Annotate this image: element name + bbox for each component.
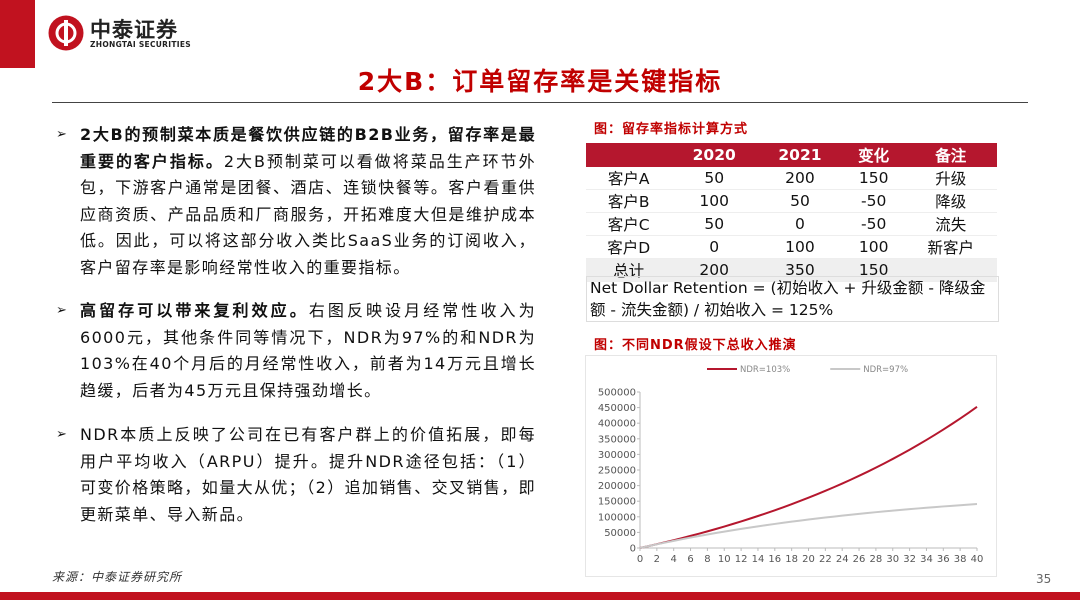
table-cell: 客户B bbox=[586, 189, 672, 213]
legend-label: NDR=103% bbox=[740, 365, 790, 375]
table-cell: 新客户 bbox=[904, 235, 997, 259]
chart-caption: 图：不同NDR假设下总收入推演 bbox=[594, 338, 797, 353]
y-tick-label: 100000 bbox=[598, 512, 636, 523]
x-tick-label: 14 bbox=[752, 554, 765, 565]
table-cell: 0 bbox=[757, 212, 843, 236]
bullet: ➢ 高留存可以带来复利效应。右图反映设月经常性收入为6000元，其他条件同等情况… bbox=[56, 301, 536, 400]
x-tick-label: 10 bbox=[718, 554, 731, 565]
header-row: 2020 2021 变化 备注 bbox=[586, 143, 997, 167]
header-cell bbox=[586, 143, 672, 167]
x-tick-label: 34 bbox=[920, 554, 933, 565]
y-tick-label: 0 bbox=[630, 544, 636, 555]
y-tick-label: 200000 bbox=[598, 481, 636, 492]
x-tick-label: 30 bbox=[886, 554, 899, 565]
source-note: 来源：中泰证券研究所 bbox=[52, 570, 183, 584]
y-tick-label: 500000 bbox=[598, 388, 636, 399]
table-cell: 50 bbox=[671, 167, 758, 190]
table-cell: 0 bbox=[671, 235, 758, 259]
table-cell: 50 bbox=[671, 212, 758, 236]
table-cell: 100 bbox=[671, 189, 758, 213]
y-tick-label: 50000 bbox=[604, 528, 636, 539]
bullet: ➢ NDR本质上反映了公司在已有客户群上的价值拓展，即每用户平均收入（ARPU）… bbox=[56, 425, 536, 524]
red-strip bbox=[0, 0, 35, 68]
table-row: 客户A 50 200 150 升级 bbox=[586, 167, 997, 190]
x-tick-label: 24 bbox=[836, 554, 849, 565]
y-tick-label: 300000 bbox=[598, 450, 636, 461]
chart: 0 50000 100000 150000 200000 250000 300000 3500… bbox=[585, 355, 997, 577]
header-cell: 2020 bbox=[671, 143, 758, 167]
x-tick-label: 36 bbox=[937, 554, 950, 565]
x-tick-label: 22 bbox=[819, 554, 832, 565]
x-tick-label: 4 bbox=[671, 554, 677, 565]
x-tick-label: 38 bbox=[954, 554, 967, 565]
logo-mark bbox=[48, 15, 84, 51]
table-cell: 100 bbox=[842, 235, 905, 259]
y-tick-label: 150000 bbox=[598, 497, 636, 508]
bullet-bold: 高留存可以带来复利效应。 bbox=[80, 301, 309, 320]
x-tick-label: 18 bbox=[785, 554, 798, 565]
table-cell: 200 bbox=[757, 167, 843, 190]
y-tick-label: 400000 bbox=[598, 419, 636, 430]
bullet-text: NDR本质上反映了公司在已有客户群上的价值拓展，即每用户平均收入（ARPU）提升… bbox=[80, 425, 536, 524]
table-cell: 升级 bbox=[904, 167, 997, 190]
total-row: 总计 200 350 150 bbox=[586, 258, 997, 282]
bullet-text: 2大B预制菜可以看做将菜品生产环节外包，下游客户通常是团餐、酒店、连锁快餐等。客… bbox=[80, 151, 537, 277]
table-row: 客户C 50 0 -50 流失 bbox=[586, 212, 997, 236]
table-row: 客户D 0 100 100 新客户 bbox=[586, 235, 997, 259]
bottom-bar bbox=[0, 592, 1080, 600]
table-cell: -50 bbox=[842, 189, 905, 213]
table-cell: 150 bbox=[842, 167, 905, 190]
table-cell: 客户C bbox=[586, 212, 672, 236]
formula: Net Dollar Retention = (初始收入 + 升级金额 - 降级… bbox=[586, 276, 999, 322]
header-cell: 2021 bbox=[757, 143, 843, 167]
header-cell: 变化 bbox=[842, 143, 905, 167]
logo-name: 中泰证券 bbox=[90, 18, 178, 42]
y-tick-label: 450000 bbox=[598, 403, 636, 414]
bullet: ➢ 2大B的预制菜本质是餐饮供应链的B2B业务，留存率是最重要的客户指标。2大B… bbox=[56, 125, 537, 277]
x-tick-label: 12 bbox=[735, 554, 748, 565]
table-cell: 客户D bbox=[586, 235, 672, 259]
x-tick-label: 8 bbox=[704, 554, 710, 565]
table-cell: 降级 bbox=[904, 189, 997, 213]
header-cell: 备注 bbox=[904, 143, 997, 167]
x-tick-label: 0 bbox=[637, 554, 643, 565]
table-cell: 客户A bbox=[586, 167, 672, 190]
x-tick-label: 26 bbox=[853, 554, 866, 565]
x-tick-label: 16 bbox=[768, 554, 781, 565]
table-body: 客户A 50 200 150 升级 客户B 100 50 -50 降级 客户C 50 0 -50 流失 客户D… bbox=[586, 167, 997, 282]
x-tick-label: 6 bbox=[687, 554, 693, 565]
table-row: 客户B 100 50 -50 降级 bbox=[586, 189, 997, 213]
bullet-bold: 2大B的预制菜本质是餐饮供应链的B2B业务，留存率是最重要的客户指标。 bbox=[80, 125, 536, 171]
page-number: 35 bbox=[1036, 572, 1052, 586]
y-tick-label: 350000 bbox=[598, 434, 636, 445]
title-rule bbox=[52, 102, 1028, 103]
x-tick-label: 20 bbox=[802, 554, 815, 565]
legend-label: NDR=97% bbox=[863, 365, 908, 375]
chart-frame bbox=[585, 355, 997, 577]
table-cell: 100 bbox=[757, 235, 843, 259]
table-cell: 流失 bbox=[904, 212, 997, 236]
series-line bbox=[639, 406, 978, 549]
logo-subtitle: ZHONGTAI SECURITIES bbox=[90, 40, 191, 49]
x-tick-label: 28 bbox=[870, 554, 883, 565]
x-tick-label: 2 bbox=[654, 554, 660, 565]
table-cell: -50 bbox=[842, 212, 905, 236]
series-line bbox=[639, 503, 978, 549]
slide-title: 2大B：订单留存率是关键指标 bbox=[357, 67, 723, 96]
bullet-text: 右图反映设月经常性收入为6000元，其他条件同等情况下，NDR为97%的和NDR… bbox=[80, 301, 536, 400]
y-tick-label: 250000 bbox=[598, 466, 636, 477]
retention-table: 2020 2021 变化 备注 客户A 50 200 150 升级 客户B 100 50 -50… bbox=[586, 143, 997, 282]
x-tick-label: 40 bbox=[971, 554, 984, 565]
table-caption: 图：留存率指标计算方式 bbox=[594, 122, 749, 137]
x-tick-label: 32 bbox=[903, 554, 916, 565]
table-cell: 50 bbox=[757, 189, 843, 213]
